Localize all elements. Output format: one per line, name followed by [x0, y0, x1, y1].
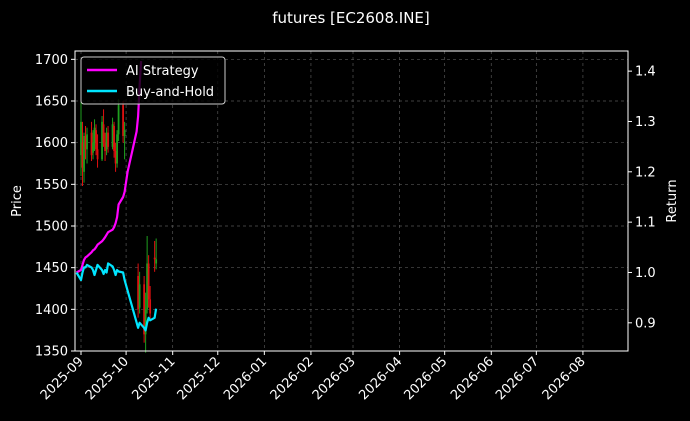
x-tick-label: 2026-01 [221, 354, 270, 403]
candle-body [146, 263, 149, 310]
y-tick-label-right: 1.3 [635, 115, 656, 130]
candle-body [92, 142, 94, 153]
x-tick-label: 2025-11 [129, 354, 178, 403]
candle-body [101, 121, 103, 160]
y-tick-label-left: 1400 [35, 303, 68, 318]
legend: AI Strategy Buy-and-Hold [80, 56, 226, 105]
candle-body [149, 299, 152, 314]
y-tick-label-right: 1.4 [635, 65, 656, 80]
x-tick-label: 2026-07 [493, 354, 542, 403]
x-tick-label: 2025-09 [38, 354, 87, 403]
candle-body [143, 284, 146, 335]
return-series [75, 61, 158, 332]
candle-body [107, 132, 109, 147]
y-tick-label-right: 0.9 [635, 316, 656, 331]
candlesticks [80, 96, 158, 353]
series-line-ai-strategy [75, 61, 143, 274]
y-tick-label-right: 1.1 [635, 216, 656, 231]
candle-body [93, 127, 96, 143]
series-line-buy-and-hold [75, 262, 158, 332]
candle-body [113, 126, 115, 151]
candle-body [81, 142, 84, 168]
candle-body [86, 134, 88, 150]
candle-body [104, 142, 106, 151]
y-tick-label-left: 1350 [35, 345, 68, 360]
y-tick-label-left: 1500 [35, 220, 68, 235]
x-tick-label: 2026-05 [401, 354, 450, 403]
candle-body [96, 149, 99, 160]
candle-body [95, 130, 97, 150]
candle-body [111, 124, 114, 147]
candle-body [137, 276, 140, 310]
candle-body [123, 130, 126, 136]
candle-body [83, 136, 85, 172]
candle-body [102, 124, 105, 143]
x-tick-label: 2026-08 [540, 354, 589, 403]
x-tick-label: 2025-10 [83, 354, 132, 403]
chart-title: futures [EC2608.INE] [272, 9, 430, 27]
candle-body [144, 309, 147, 335]
y-tick-label-left: 1600 [35, 136, 68, 151]
candle-body [105, 132, 108, 150]
candle-body [147, 263, 150, 300]
candle-body [153, 257, 156, 260]
candle-body [122, 105, 124, 136]
x-tick-label: 2026-03 [310, 354, 359, 403]
x-axis: 2025-092025-102025-112025-122026-012026-… [38, 351, 589, 403]
candle-body [117, 105, 120, 135]
plot-frame [74, 50, 629, 352]
y-tick-label-right: 1.2 [635, 165, 656, 180]
x-tick-label: 2026-04 [356, 354, 405, 403]
y-tick-label-right: 1.0 [635, 266, 656, 281]
y-tick-label-left: 1650 [35, 95, 68, 110]
candle-body [80, 121, 82, 156]
candle-body [138, 284, 141, 308]
candle-body [84, 136, 87, 150]
y-axis-right: 0.9 1.0 1.1 1.2 1.3 1.4 [628, 65, 656, 331]
candle-body [90, 132, 93, 156]
legend-label-ai-strategy: AI Strategy [126, 64, 199, 79]
legend-label-buy-and-hold: Buy-and-Hold [126, 85, 214, 100]
y-tick-label-left: 1700 [35, 53, 68, 68]
y-tick-label-left: 1450 [35, 261, 68, 276]
y-axis-right-label: Return [665, 179, 680, 222]
x-tick-label: 2025-12 [175, 354, 224, 403]
candle-body [155, 259, 158, 264]
y-axis-left-label: Price [10, 185, 25, 217]
y-axis-left: 1350 1400 1450 1500 1550 1600 1650 1700 [35, 53, 75, 360]
x-tick-label: 2026-02 [268, 354, 317, 403]
y-tick-label-left: 1550 [35, 178, 68, 193]
candle-body [116, 134, 118, 164]
candle-body [114, 151, 117, 164]
x-tick-label: 2026-06 [448, 354, 497, 403]
